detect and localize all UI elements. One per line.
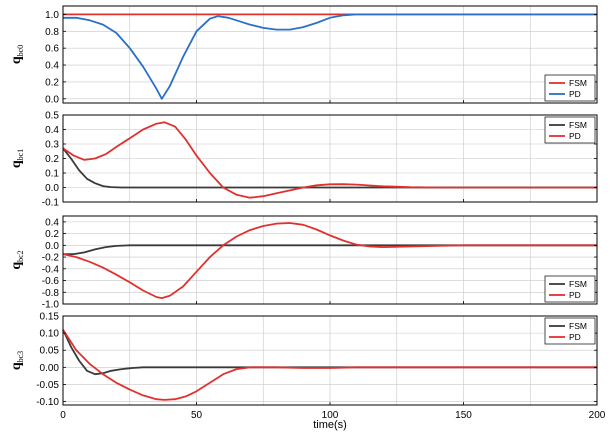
series-line-pd [62, 222, 597, 300]
y-tick-label: 0.2 [45, 77, 59, 88]
y-tick-label: -0.1 [42, 198, 60, 209]
series-line-pd [62, 329, 597, 401]
y-tick-label: 0.6 [45, 44, 59, 55]
legend-label-pd: PD [569, 89, 581, 99]
y-tick-label: 0.1 [45, 169, 59, 180]
y-tick-label: 0.2 [45, 229, 59, 240]
y-tick-label: 0.3 [45, 140, 59, 151]
y-label-sub: bc2 [16, 250, 25, 262]
y-tick-label: 0.0 [45, 183, 59, 194]
y-tick-label: 0.00 [40, 363, 60, 374]
x-tick-label: 100 [322, 410, 339, 421]
y-tick-label: 0.4 [45, 217, 59, 228]
y-tick-label: 0.5 [45, 111, 59, 122]
y-tick-label: -0.4 [42, 264, 60, 275]
legend-box [544, 317, 596, 345]
y-tick-label: -0.6 [42, 276, 60, 287]
y-label-sub: bc3 [16, 351, 25, 363]
series-line-pd [63, 13, 597, 100]
legend-label-pd: PD [569, 131, 581, 141]
series-line-fsm [63, 244, 597, 256]
y-tick-label: 1.0 [45, 10, 59, 21]
y-label-main: q [9, 362, 24, 370]
x-tick-label: 150 [455, 410, 472, 421]
y-axis-label: qbc3 [9, 351, 25, 370]
y-axis-label: qbc2 [9, 250, 25, 269]
x-tick-label: 0 [60, 410, 66, 421]
y-axis-label: qbc0 [9, 45, 25, 64]
x-tick-label: 200 [589, 410, 606, 421]
series-line-fsm [62, 147, 597, 189]
series-line-pd [62, 121, 597, 199]
legend-label-fsm: FSM [569, 321, 587, 331]
y-tick-label: -0.05 [36, 380, 59, 391]
series-line-fsm [62, 329, 597, 376]
legend-label-fsm: FSM [569, 279, 587, 289]
x-axis-label: time(s) [313, 419, 347, 431]
legend-label-fsm: FSM [569, 78, 587, 88]
x-tick-label: 50 [191, 410, 203, 421]
y-label-main: q [9, 262, 24, 270]
y-tick-label: -0.8 [42, 288, 60, 299]
y-tick-label: 0.0 [45, 241, 59, 252]
y-tick-label: 0.4 [45, 61, 59, 72]
y-tick-label: -0.10 [36, 397, 59, 408]
y-label-main: q [9, 160, 24, 168]
y-tick-label: 0.4 [45, 125, 59, 136]
legend-label-fsm: FSM [569, 120, 587, 130]
legend-label-pd: PD [569, 290, 581, 300]
y-tick-label: 0.8 [45, 27, 59, 38]
y-axis-label: qbc1 [9, 149, 25, 168]
y-tick-label: -0.2 [42, 253, 60, 264]
y-tick-label: 0.10 [40, 329, 60, 340]
y-label-sub: bc1 [16, 149, 25, 161]
legend-box [544, 275, 596, 303]
legend-label-pd: PD [569, 332, 581, 342]
legend-box [544, 116, 596, 144]
y-tick-label: 0.0 [45, 94, 59, 105]
y-label-main: q [9, 56, 24, 64]
y-tick-label: -1.0 [42, 300, 60, 311]
legend-box [544, 74, 596, 102]
y-tick-label: 0.05 [40, 346, 60, 357]
y-tick-label: 0.15 [40, 312, 60, 323]
y-label-sub: bc0 [16, 45, 25, 57]
y-tick-label: 0.2 [45, 154, 59, 165]
